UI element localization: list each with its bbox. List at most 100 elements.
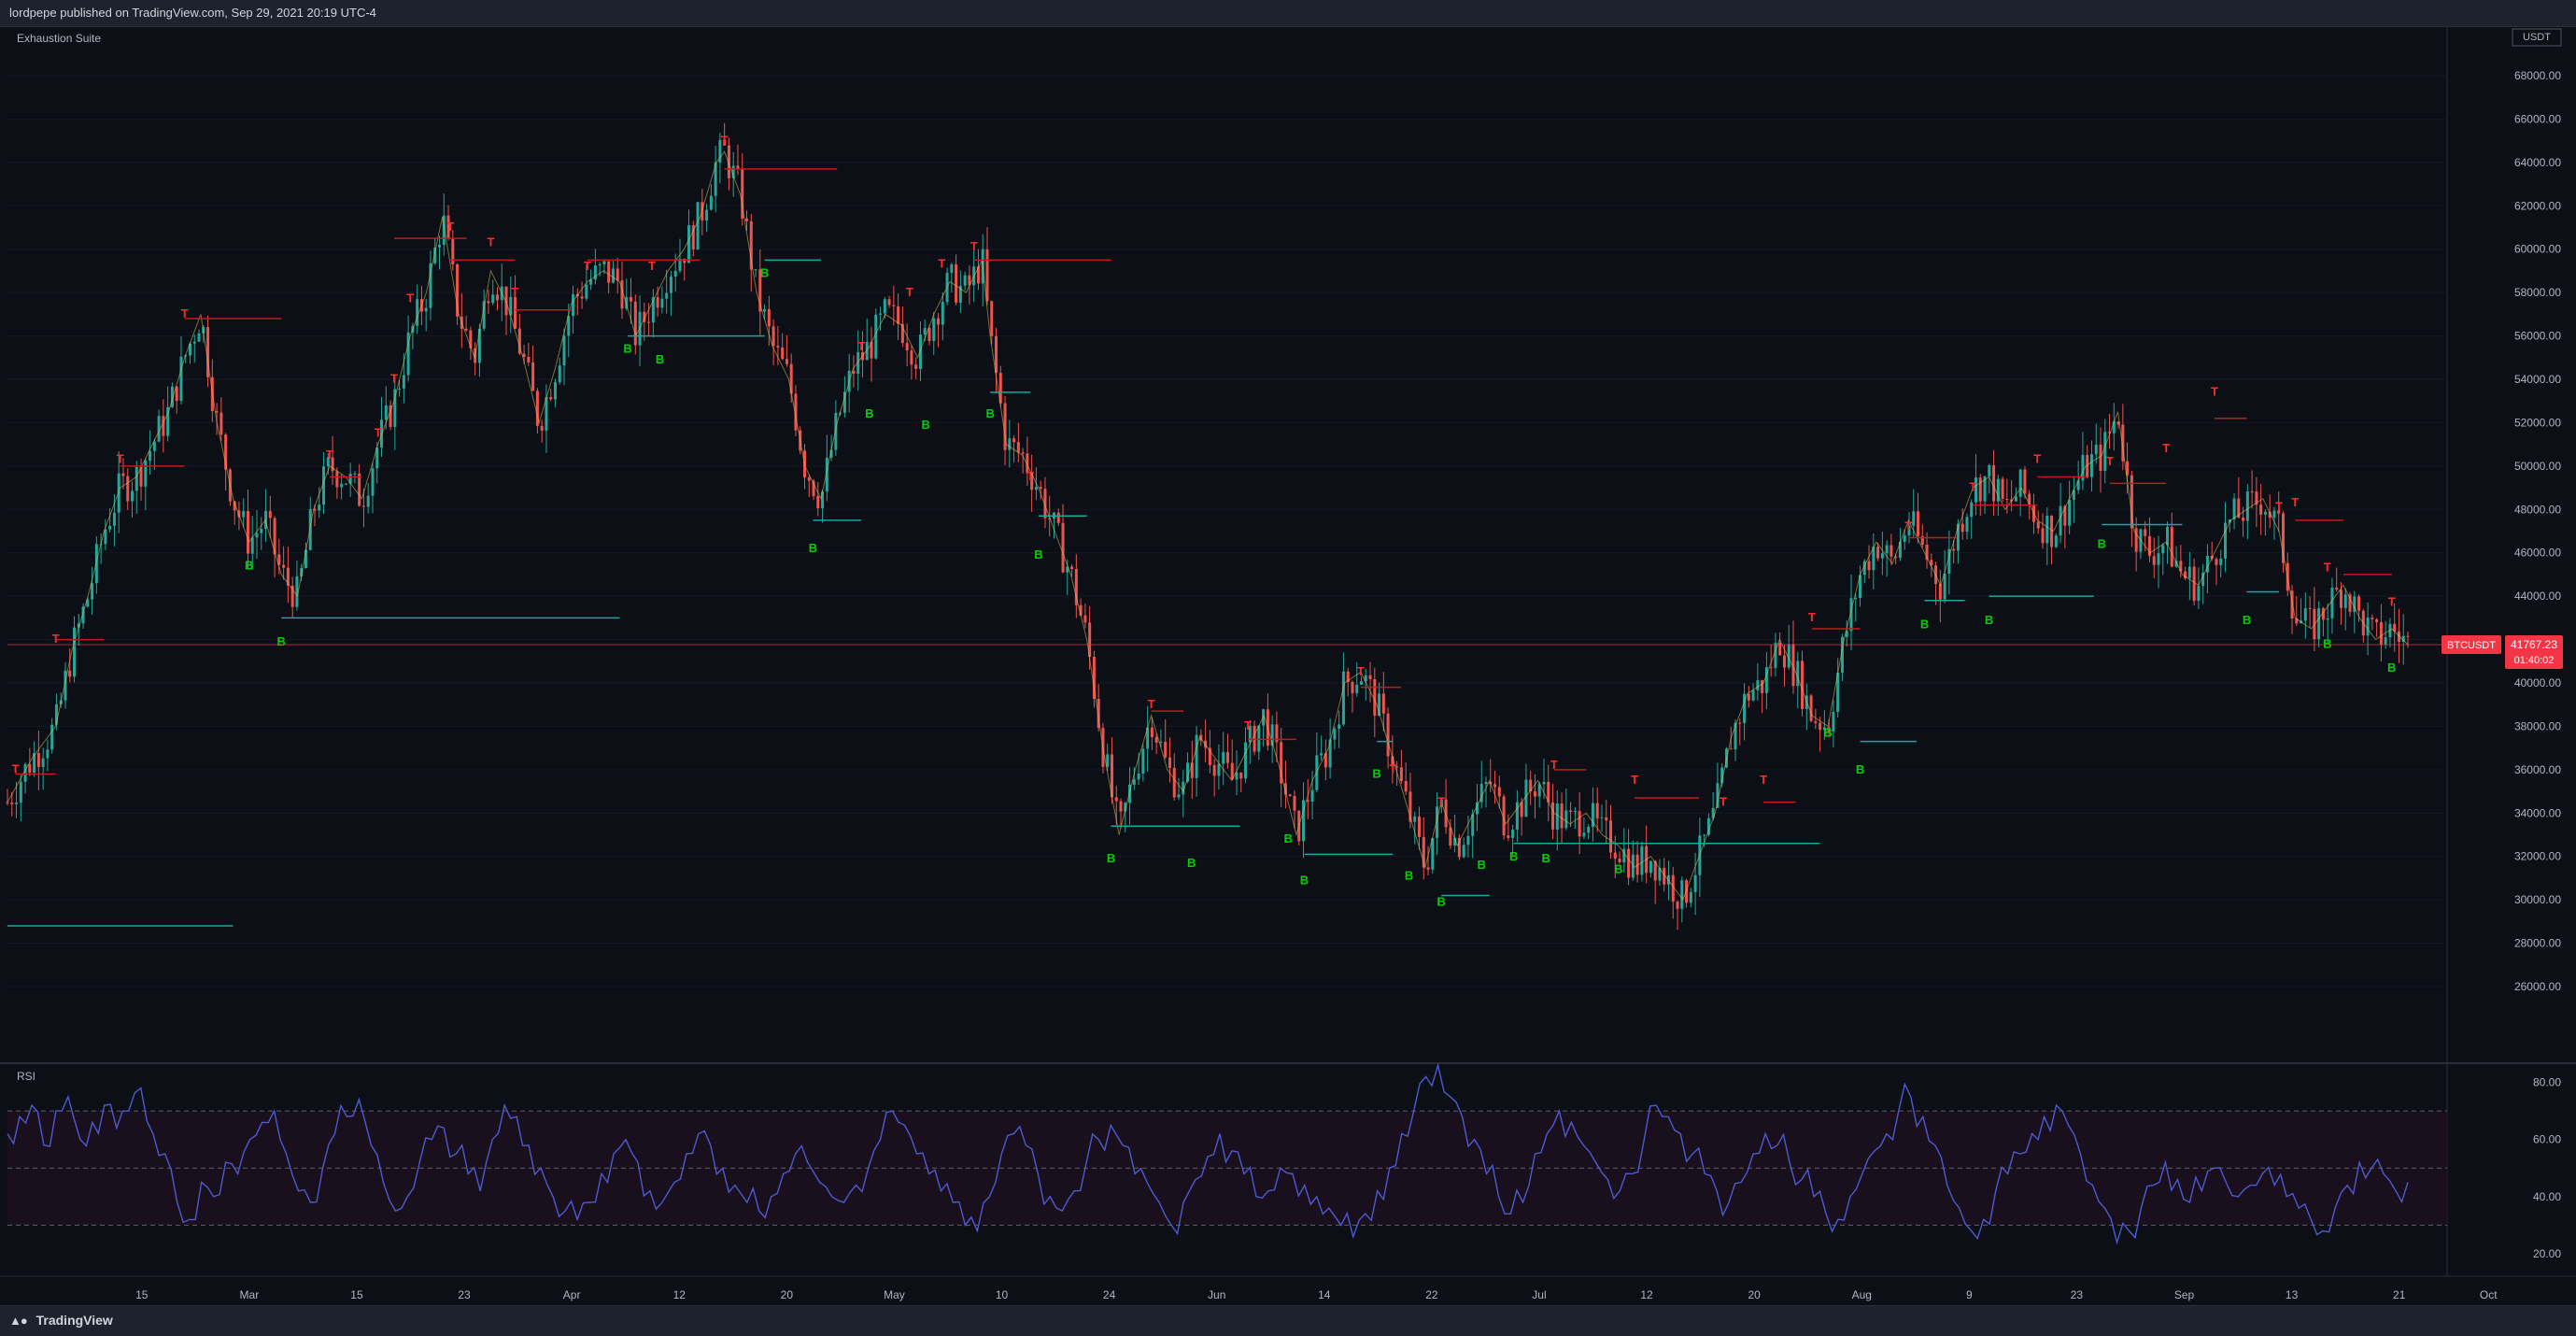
candle-body bbox=[549, 397, 553, 400]
candle-body bbox=[709, 195, 713, 210]
candle-body bbox=[1217, 763, 1221, 776]
rsi-tick-label: 60.00 bbox=[2533, 1133, 2561, 1146]
candle-body bbox=[1761, 680, 1764, 693]
chart-area[interactable]: 68000.00 66000.00 64000.00 62000.00 60000.00… bbox=[0, 27, 2576, 1305]
candle-body bbox=[371, 468, 375, 496]
candle-body bbox=[2068, 499, 2072, 526]
time-tick-label: Sep bbox=[2174, 1288, 2195, 1301]
top-signal-label: T bbox=[511, 285, 518, 299]
price-tick-label: 26000.00 bbox=[2514, 980, 2561, 993]
candle-body bbox=[910, 350, 913, 365]
price-tick-label: 66000.00 bbox=[2514, 112, 2561, 125]
candle-body bbox=[469, 330, 473, 348]
candle-body bbox=[2339, 590, 2342, 608]
candle-body bbox=[2201, 572, 2205, 587]
candle-body bbox=[998, 373, 1002, 404]
candle-body bbox=[331, 457, 334, 472]
candle-body bbox=[517, 328, 521, 354]
top-signal-label: T bbox=[938, 257, 945, 271]
candle-body bbox=[1613, 852, 1617, 860]
candle-body bbox=[1079, 604, 1083, 616]
candle-body bbox=[131, 490, 134, 502]
candle-body bbox=[1960, 523, 1964, 533]
candle-body bbox=[451, 238, 455, 264]
candle-body bbox=[1885, 545, 1889, 554]
candle-body bbox=[932, 318, 936, 341]
candle-body bbox=[2174, 561, 2178, 567]
candle-body bbox=[2397, 631, 2400, 642]
candle-body bbox=[897, 306, 900, 324]
tradingview-logo[interactable]: ▲● TradingView bbox=[9, 1313, 113, 1328]
rsi-tick-label: 20.00 bbox=[2533, 1247, 2561, 1260]
candle-body bbox=[398, 388, 402, 390]
candle-body bbox=[1034, 487, 1038, 490]
candle-body bbox=[1364, 675, 1367, 682]
header-bar: lordpepe published on TradingView.com, S… bbox=[0, 0, 2576, 27]
time-tick-label: Aug bbox=[1852, 1288, 1872, 1301]
candle-body bbox=[2028, 493, 2031, 505]
price-tick-label: 30000.00 bbox=[2514, 893, 2561, 906]
candle-body bbox=[1547, 781, 1550, 803]
candle-body bbox=[1124, 803, 1127, 812]
candle-body bbox=[1925, 545, 1929, 561]
candle-body bbox=[86, 599, 90, 607]
candle-body bbox=[2001, 478, 2004, 499]
candle-body bbox=[1609, 820, 1613, 853]
bottom-signal-label: B bbox=[1542, 851, 1550, 865]
candle-body bbox=[1457, 837, 1461, 858]
candle-body bbox=[2317, 608, 2321, 640]
price-tick-label: 36000.00 bbox=[2514, 763, 2561, 776]
candle-body bbox=[1836, 673, 1840, 712]
candle-body bbox=[1484, 781, 1488, 785]
candle-body bbox=[2059, 505, 2062, 536]
candle-body bbox=[745, 218, 749, 221]
bottom-signal-label: B bbox=[1614, 862, 1622, 876]
candle-body bbox=[2076, 480, 2080, 490]
candle-body bbox=[1222, 751, 1225, 764]
candle-body bbox=[1195, 734, 1198, 778]
top-signal-label: T bbox=[721, 133, 729, 147]
top-signal-label: T bbox=[2275, 500, 2283, 514]
bottom-signal-label: B bbox=[1372, 767, 1380, 781]
bottom-signal-label: B bbox=[245, 559, 253, 573]
candle-body bbox=[1649, 860, 1652, 874]
candle-body bbox=[1110, 754, 1113, 798]
candle-body bbox=[1310, 789, 1314, 802]
candle-body bbox=[117, 473, 120, 513]
candle-body bbox=[1640, 846, 1644, 875]
candle-body bbox=[73, 627, 77, 677]
candle-body bbox=[1573, 811, 1577, 813]
bottom-signal-label: B bbox=[1284, 831, 1293, 846]
top-signal-label: T bbox=[1389, 761, 1396, 775]
rsi-tick-label: 40.00 bbox=[2533, 1190, 2561, 1203]
candle-body bbox=[1074, 569, 1078, 605]
candle-body bbox=[2326, 618, 2329, 620]
candle-body bbox=[2343, 594, 2347, 608]
candle-body bbox=[250, 537, 254, 554]
candle-body bbox=[754, 269, 757, 271]
candle-body bbox=[1587, 827, 1591, 833]
bottom-signal-label: B bbox=[1187, 856, 1196, 870]
candle-body bbox=[384, 405, 388, 420]
price-tick-label: 64000.00 bbox=[2514, 156, 2561, 169]
candle-body bbox=[175, 386, 178, 402]
candle-body bbox=[1355, 684, 1359, 693]
candle-body bbox=[2357, 596, 2361, 611]
time-tick-label: 22 bbox=[1425, 1288, 1438, 1301]
candle-body bbox=[1351, 682, 1354, 693]
candle-body bbox=[1706, 817, 1710, 835]
candle-body bbox=[2041, 528, 2045, 544]
bottom-signal-label: B bbox=[1823, 725, 1832, 739]
candle-body bbox=[1070, 566, 1074, 570]
time-tick-label: 15 bbox=[350, 1288, 363, 1301]
candle-body bbox=[1386, 713, 1390, 757]
candle-body bbox=[353, 473, 357, 475]
candle-body bbox=[758, 269, 762, 312]
candle-body bbox=[179, 356, 183, 402]
top-signal-label: T bbox=[1760, 773, 1767, 787]
top-signal-label: T bbox=[1808, 610, 1816, 624]
candle-body bbox=[1320, 753, 1323, 756]
candle-body bbox=[1141, 748, 1145, 775]
candle-body bbox=[2250, 491, 2254, 493]
candle-body bbox=[2263, 511, 2267, 515]
